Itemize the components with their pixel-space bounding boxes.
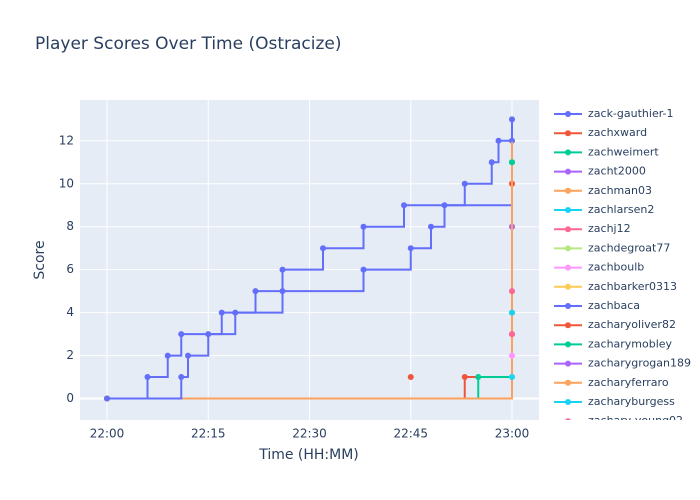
- legend-label: zachbaca: [588, 299, 640, 312]
- point: [320, 245, 326, 252]
- legend-marker: [565, 379, 571, 386]
- legend-marker: [565, 303, 571, 309]
- marks: [104, 116, 515, 402]
- legend-marker: [565, 130, 571, 137]
- legend-marker: [565, 168, 571, 175]
- x-tick-label: 22:15: [191, 427, 226, 441]
- y-tick-label: 4: [66, 305, 74, 319]
- legend-marker: [565, 226, 571, 233]
- legend-label: zachary-young02: [588, 414, 683, 427]
- legend-label: zachman03: [588, 184, 652, 197]
- legend-marker: [565, 418, 571, 420]
- legend-label: zachxward: [588, 126, 647, 139]
- point: [509, 352, 515, 359]
- point: [279, 266, 286, 273]
- point: [279, 288, 286, 295]
- point: [509, 288, 515, 295]
- point: [178, 374, 185, 381]
- legend-label: zachj12: [588, 222, 631, 235]
- legend-label: zacharyferraro: [588, 376, 669, 389]
- point: [509, 374, 515, 381]
- legend-label: zacht2000: [588, 165, 646, 178]
- x-axis-title: Time (HH:MM): [258, 447, 359, 463]
- y-tick-label: 6: [66, 262, 74, 276]
- y-tick-label: 12: [59, 133, 74, 147]
- point: [509, 116, 515, 123]
- point: [461, 180, 468, 187]
- legend-label: zacharymobley: [588, 337, 673, 350]
- point: [185, 352, 191, 359]
- point: [428, 223, 434, 230]
- x-tick-label: 23:00: [495, 427, 530, 441]
- point: [144, 374, 151, 381]
- legend-label: zachweimert: [588, 145, 659, 158]
- legend-label: zachboulb: [588, 261, 644, 274]
- legend: zack-gauthier-1 zachxward zachweimert zacht…: [554, 107, 691, 427]
- legend-label: zachdegroat77: [588, 241, 670, 254]
- point: [509, 309, 515, 316]
- legend-label: zacharyburgess: [588, 395, 675, 408]
- series-line: [107, 119, 513, 400]
- legend-label: zacharygrogan189: [588, 357, 691, 370]
- point: [475, 374, 482, 381]
- legend-marker: [565, 245, 571, 252]
- point: [509, 159, 515, 166]
- point: [104, 395, 110, 402]
- point: [205, 331, 212, 338]
- legend-marker: [565, 322, 571, 329]
- point: [509, 331, 515, 338]
- point: [488, 159, 495, 166]
- chart-title: Player Scores Over Time (Ostracize): [35, 34, 342, 54]
- point: [360, 266, 367, 273]
- point: [252, 288, 259, 295]
- series-line: [107, 119, 513, 400]
- legend-label: zacharyoliver82: [588, 318, 676, 331]
- point: [218, 309, 225, 316]
- legend-marker: [565, 264, 571, 271]
- legend-label: zachbarker0313: [588, 280, 677, 293]
- x-tick-label: 22:45: [393, 427, 428, 441]
- y-tick-label: 8: [66, 219, 74, 233]
- point: [164, 352, 171, 359]
- point: [407, 245, 414, 252]
- point: [407, 374, 414, 381]
- y-tick-label: 2: [66, 348, 74, 362]
- y-tick-label: 10: [59, 176, 74, 190]
- y-axis-title: Score: [32, 240, 48, 279]
- point: [360, 223, 367, 230]
- point: [441, 202, 448, 209]
- x-tick-label: 22:30: [292, 427, 327, 441]
- legend-marker: [565, 283, 571, 290]
- legend-label: zachlarsen2: [588, 203, 654, 216]
- legend-marker: [565, 360, 571, 367]
- point: [401, 202, 407, 209]
- point: [178, 331, 185, 338]
- legend-marker: [565, 341, 571, 348]
- x-tick-label: 22:00: [90, 427, 125, 441]
- legend-marker: [565, 187, 571, 194]
- y-tick-label: 0: [66, 391, 74, 405]
- legend-marker: [565, 207, 571, 213]
- legend-marker: [565, 399, 571, 405]
- legend-marker: [565, 111, 571, 117]
- point: [495, 137, 502, 144]
- legend-label: zack-gauthier-1: [588, 107, 674, 120]
- legend-marker: [565, 149, 571, 156]
- point: [461, 374, 468, 381]
